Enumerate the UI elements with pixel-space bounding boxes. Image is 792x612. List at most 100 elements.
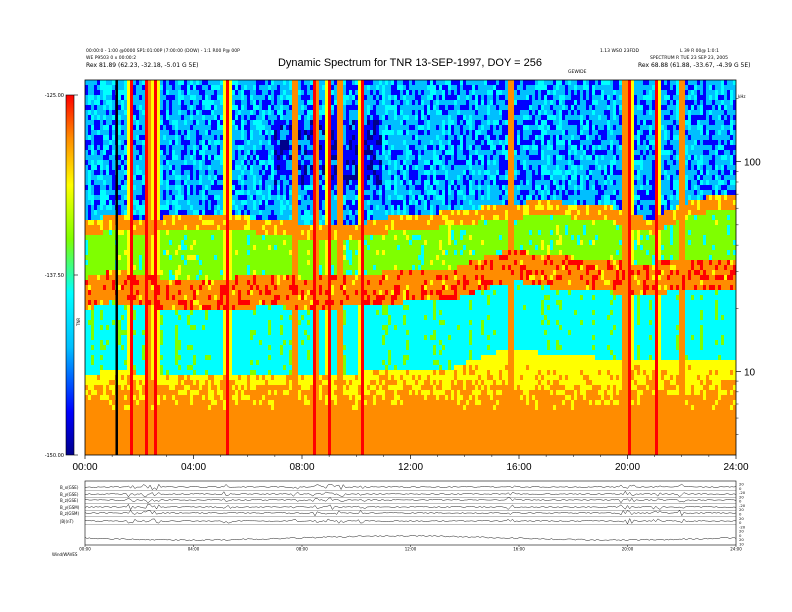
spectrogram-cell xyxy=(109,195,113,201)
spectrogram-cell xyxy=(85,430,89,436)
spectrogram-cell xyxy=(232,105,236,111)
spectrogram-cell xyxy=(226,235,230,241)
spectrogram-cell xyxy=(121,230,125,236)
spectrogram-cell xyxy=(271,425,275,431)
spectrogram-cell xyxy=(280,95,284,101)
spectrogram-cell xyxy=(133,355,137,361)
spectrogram-cell xyxy=(154,425,158,431)
spectrogram-cell xyxy=(280,110,284,116)
spectrogram-cell xyxy=(193,150,197,156)
spectrogram-cell xyxy=(244,165,248,171)
spectrogram-cell xyxy=(175,305,179,311)
spectrogram-cell xyxy=(145,445,149,451)
spectrogram-cell xyxy=(157,400,161,406)
spectrogram-cell xyxy=(130,430,134,436)
spectrogram-cell xyxy=(262,240,266,246)
spectrogram-cell xyxy=(151,210,155,216)
spectrogram-cell xyxy=(154,195,158,201)
spectrogram-cell xyxy=(259,105,263,111)
spectrogram-cell xyxy=(262,345,266,351)
spectrogram-cell xyxy=(112,240,116,246)
spectrogram-cell xyxy=(160,350,164,356)
spectrogram-cell xyxy=(184,420,188,426)
spectrogram-cell xyxy=(175,210,179,216)
spectrogram-cell xyxy=(259,385,263,391)
spectrogram-cell xyxy=(109,270,113,276)
spectrogram-cell xyxy=(268,180,272,186)
spectrogram-cell xyxy=(208,270,212,276)
spectrogram-cell xyxy=(148,395,152,401)
spectrogram-cell xyxy=(145,295,149,301)
spectrogram-cell xyxy=(175,195,179,201)
spectrogram-cell xyxy=(91,175,95,181)
spectrogram-cell xyxy=(175,250,179,256)
spectrogram-cell xyxy=(244,305,248,311)
spectrogram-cell xyxy=(169,320,173,326)
spectrogram-cell xyxy=(178,185,182,191)
spectrogram-cell xyxy=(280,440,284,446)
spectrogram-cell xyxy=(229,140,233,146)
spectrogram-cell xyxy=(262,375,266,381)
spectrogram-cell xyxy=(223,295,227,301)
spectrogram-cell xyxy=(196,365,200,371)
spectrogram-cell xyxy=(109,105,113,111)
spectrogram-cell xyxy=(163,180,167,186)
spectrogram-cell xyxy=(187,105,191,111)
spectrogram-cell xyxy=(157,250,161,256)
spectrogram-cell xyxy=(178,90,182,96)
spectrogram-cell xyxy=(268,435,272,441)
spectrogram-cell xyxy=(124,190,128,196)
spectrogram-cell xyxy=(196,360,200,366)
spectrogram-cell xyxy=(280,200,284,206)
spectrogram-cell xyxy=(187,415,191,421)
spectrogram-cell xyxy=(268,235,272,241)
spectrogram-cell xyxy=(166,290,170,296)
spectrogram-cell xyxy=(130,450,134,455)
spectrogram-cell xyxy=(175,180,179,186)
spectrogram-cell xyxy=(259,100,263,106)
spectrogram-cell xyxy=(151,240,155,246)
spectrogram-cell xyxy=(142,210,146,216)
spectrogram-cell xyxy=(187,140,191,146)
spectrogram-cell xyxy=(268,255,272,261)
spectrogram-cell xyxy=(280,265,284,271)
spectrogram-cell xyxy=(208,170,212,176)
spectrogram-cell xyxy=(172,275,176,281)
spectrogram-cell xyxy=(199,265,203,271)
spectrogram-cell xyxy=(181,445,185,451)
spectrogram-cell xyxy=(226,145,230,151)
spectrogram-cell xyxy=(229,320,233,326)
spectrogram-cell xyxy=(184,275,188,281)
spectrogram-cell xyxy=(94,285,98,291)
spectrogram-cell xyxy=(130,405,134,411)
spectrogram-cell xyxy=(244,435,248,441)
spectrogram-cell xyxy=(184,165,188,171)
spectrogram-cell xyxy=(223,410,227,416)
spectrogram-cell xyxy=(211,380,215,386)
spectrogram-cell xyxy=(241,300,245,306)
spectrogram-cell xyxy=(109,405,113,411)
spectrogram-cell xyxy=(121,275,125,281)
spectrogram-cell xyxy=(262,395,266,401)
spectrogram-cell xyxy=(202,80,206,86)
spectrogram-cell xyxy=(172,320,176,326)
spectrogram-cell xyxy=(106,355,110,361)
spectrogram-cell xyxy=(280,400,284,406)
spectrogram-cell xyxy=(235,420,239,426)
spectrogram-cell xyxy=(142,300,146,306)
spectrogram-cell xyxy=(196,315,200,321)
spectrogram-cell xyxy=(121,255,125,261)
spectrogram-cell xyxy=(91,310,95,316)
spectrogram-cell xyxy=(163,200,167,206)
spectrogram-cell xyxy=(199,285,203,291)
spectrogram-cell xyxy=(121,295,125,301)
spectrogram-cell xyxy=(256,205,260,211)
spectrogram-cell xyxy=(91,150,95,156)
spectrogram-cell xyxy=(109,170,113,176)
spectrogram-cell xyxy=(241,355,245,361)
spectrogram-cell xyxy=(142,415,146,421)
spectrogram-cell xyxy=(145,410,149,416)
spectrogram-cell xyxy=(205,140,209,146)
spectrogram-cell xyxy=(166,365,170,371)
spectrogram-cell xyxy=(184,445,188,451)
